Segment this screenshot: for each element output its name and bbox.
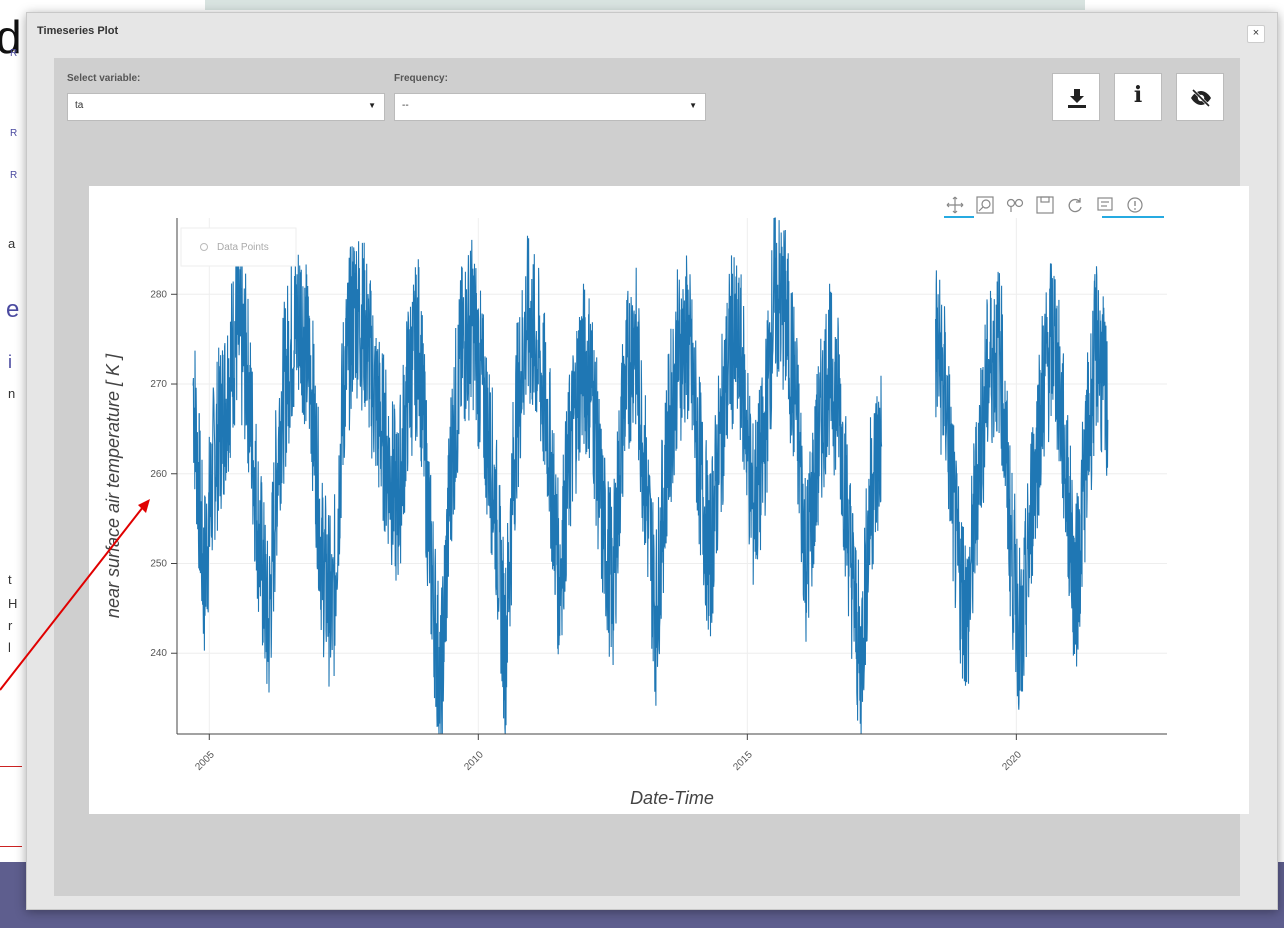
background-top-bar [205,0,1085,10]
y-tick-label: 260 [150,469,167,480]
select-variable-value: ta [75,100,84,111]
background-divider [0,846,22,847]
background-text-fragment: t [8,572,12,587]
y-axis-label: near surface air temperature [ K ] [103,353,123,618]
eye-slash-icon [1191,88,1211,108]
x-tick-label: 2010 [462,749,486,773]
legend-label: Data Points [217,242,269,253]
wheel-zoom-icon[interactable] [1004,194,1026,216]
download-button[interactable] [1052,73,1100,121]
background-text-fragment: a [8,236,16,251]
pan-active-indicator [944,216,974,218]
help-icon[interactable] [1124,194,1146,216]
info-button[interactable]: i [1114,73,1162,121]
box-zoom-icon[interactable] [974,194,996,216]
background-text-fragment: R [10,48,18,59]
x-tick-label: 2015 [731,749,755,773]
chart-legend: Data Points [180,227,297,267]
select-variable-dropdown[interactable]: ta ▼ [67,93,385,121]
background-text-fragment: R [10,128,18,139]
background-text-fragment: l [8,640,11,655]
background-text-fragment: e [6,296,20,323]
legend-marker [200,243,208,251]
background-text-fragment: R [10,170,18,181]
series-line [192,217,883,735]
frequency-label: Frequency: [394,73,448,84]
frequency-dropdown[interactable]: -- ▼ [394,93,706,121]
timeseries-chart[interactable]: 2005 2010 2015 2020 240 250 260 270 280 Data Poi… [89,186,1249,814]
background-text-fragment: H [8,596,18,611]
chevron-down-icon: ▼ [368,101,376,110]
hide-button[interactable] [1176,73,1224,121]
pan-icon[interactable] [944,194,966,216]
series-line [935,263,1109,710]
hover-active-indicator [1102,216,1164,218]
save-icon[interactable] [1034,194,1056,216]
background-text-fragment: r [8,618,13,633]
y-tick-label: 270 [150,379,167,390]
y-tick-label: 280 [150,289,167,300]
x-tick-label: 2020 [1000,749,1024,773]
modal-title: Timeseries Plot [37,25,119,37]
plot-panel: 2005 2010 2015 2020 240 250 260 270 280 Data Poi… [89,186,1249,814]
info-icon: i [1133,82,1143,108]
chart-series-layer [192,217,1109,735]
y-tick-label: 240 [150,648,167,659]
reset-icon[interactable] [1064,194,1086,216]
plot-toolbar [944,194,1169,218]
modal-body: Select variable: ta ▼ Frequency: -- ▼ i [54,58,1249,896]
background-divider [0,766,22,767]
chevron-down-icon: ▼ [689,101,697,110]
timeseries-plot-modal: Timeseries Plot × Select variable: ta ▼ … [26,12,1278,910]
y-tick-label: 250 [150,558,167,569]
background-text-fragment: n [8,386,16,401]
frequency-value: -- [402,100,409,111]
background-heading-fragment: d [0,11,22,63]
x-tick-label: 2005 [193,749,217,773]
x-axis-label: Date-Time [630,788,714,808]
close-button[interactable]: × [1247,25,1265,43]
select-variable-label: Select variable: [67,73,141,84]
hover-icon[interactable] [1094,194,1116,216]
background-text-fragment: i [8,352,12,372]
download-icon [1068,89,1086,108]
